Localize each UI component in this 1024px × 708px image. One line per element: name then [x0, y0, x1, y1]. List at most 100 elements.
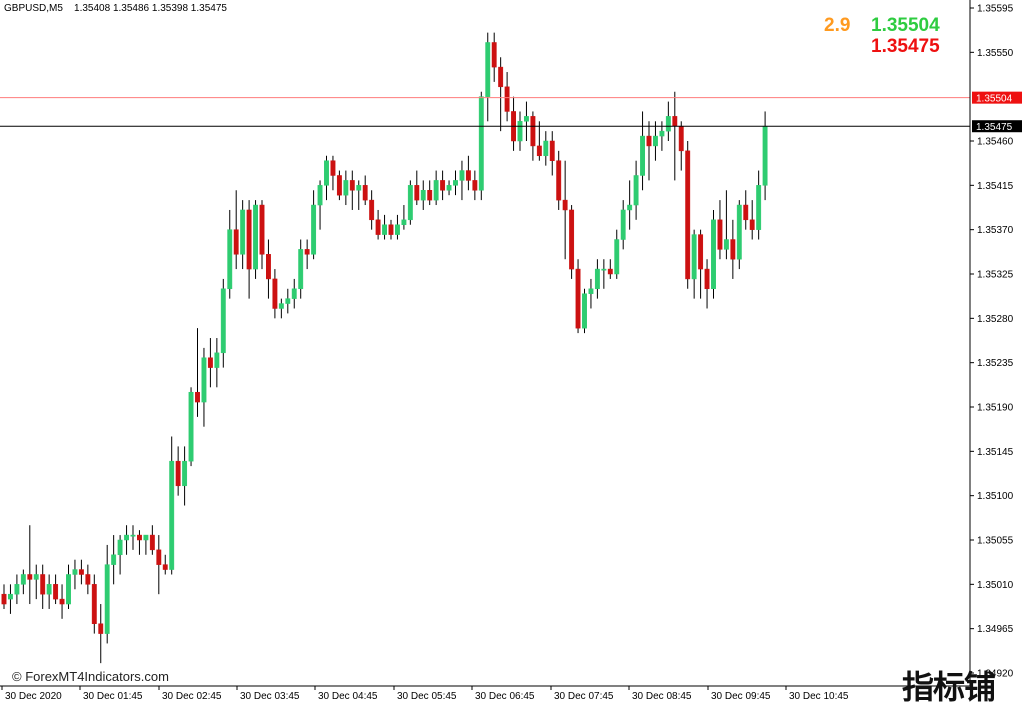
candle-body	[137, 534, 142, 541]
candle-body	[698, 234, 704, 270]
candle-body	[104, 564, 110, 634]
price-axis[interactable]: 1.35595 1.35550 1.35460 1.35415 1.35370 1.353…	[969, 0, 1014, 686]
candle-body	[285, 298, 291, 304]
candle-body	[207, 357, 213, 368]
bid-line-label-box	[972, 120, 1022, 133]
candle-body	[130, 534, 136, 537]
candle-body	[627, 204, 633, 211]
candle-body	[685, 150, 691, 280]
candle-body	[594, 268, 600, 290]
price-tick-label: 1.35370	[977, 225, 1014, 236]
candle-body	[588, 288, 594, 294]
candle-body	[240, 209, 246, 255]
time-axis[interactable]: 30 Dec 2020 30 Dec 01:45 30 Dec 02:45 30 De…	[0, 685, 970, 702]
candle-body	[601, 268, 607, 271]
watermark-text: © ForexMT4Indicators.com	[12, 669, 169, 684]
candle-body	[582, 293, 587, 329]
bid-price: 1.35475	[871, 36, 940, 57]
candle-body	[717, 219, 723, 250]
candle-body	[201, 357, 207, 403]
candle-body	[330, 160, 336, 176]
candle-body	[111, 554, 117, 565]
candle-body	[124, 534, 129, 541]
time-tick-label: 30 Dec 03:45	[240, 691, 300, 702]
candle-body	[620, 209, 626, 240]
candle-body	[614, 239, 620, 275]
chart-header: GBPUSD,M5 1.35408 1.35486 1.35398 1.3547…	[4, 3, 227, 14]
candle-body	[730, 239, 736, 260]
time-tick-label: 30 Dec 07:45	[554, 691, 614, 702]
candle-body	[749, 219, 755, 230]
candle-body	[433, 180, 439, 201]
candle-body	[291, 288, 297, 299]
candle-body	[149, 534, 155, 551]
time-tick-label: 30 Dec 04:45	[318, 691, 378, 702]
price-tick-label: 1.35100	[977, 491, 1014, 502]
candle-body	[272, 278, 278, 309]
candle-body	[711, 219, 716, 290]
candle-body	[665, 116, 671, 132]
candle-body	[427, 190, 433, 201]
candles-layer	[1, 32, 768, 664]
candle-body	[723, 239, 729, 250]
candle-body	[414, 185, 420, 201]
time-tick-label: 30 Dec 10:45	[789, 691, 849, 702]
candle-body	[743, 204, 749, 221]
candle-body	[401, 219, 407, 225]
candle-body	[175, 460, 181, 487]
time-tick-label: 30 Dec 05:45	[397, 691, 457, 702]
time-tick-label: 30 Dec 2020	[5, 691, 62, 702]
candle-body	[607, 268, 613, 275]
ask-price: 1.35504	[871, 15, 940, 36]
candle-body	[478, 96, 484, 191]
candle-body	[195, 391, 200, 403]
candle-body	[569, 209, 575, 270]
candle-body	[575, 268, 581, 329]
candle-body	[375, 219, 381, 235]
price-tick-label: 1.35550	[977, 48, 1014, 59]
price-tick-label: 1.35055	[977, 536, 1014, 547]
price-tick-label: 1.34965	[977, 624, 1014, 635]
ask-line-label: 1.35504	[976, 94, 1013, 105]
time-tick-label: 30 Dec 06:45	[475, 691, 535, 702]
candle-body	[46, 584, 52, 595]
candle-body	[556, 160, 562, 201]
spread-value: 2.9	[824, 15, 851, 36]
candle-body	[504, 86, 510, 112]
candle-body	[311, 204, 317, 255]
price-tick-label: 1.35235	[977, 358, 1014, 369]
candle-body	[653, 135, 658, 147]
candle-body	[543, 140, 549, 157]
candle-body	[304, 249, 310, 255]
candle-body	[472, 180, 478, 191]
price-tick-label: 1.35415	[977, 181, 1014, 192]
candle-body	[420, 190, 426, 201]
candle-body	[756, 185, 762, 230]
candle-body	[266, 254, 271, 280]
candle-body	[278, 303, 284, 309]
candle-body	[227, 229, 233, 290]
candle-body	[298, 249, 304, 290]
candle-body	[440, 180, 446, 191]
candle-body	[491, 42, 497, 68]
candle-body	[704, 268, 710, 290]
candle-body	[233, 229, 239, 255]
price-tick-label: 1.34920	[977, 669, 1014, 680]
candle-body	[214, 352, 220, 368]
candle-body	[485, 42, 491, 97]
candle-body	[562, 199, 568, 211]
candle-body	[498, 66, 504, 88]
candle-body	[549, 140, 555, 161]
time-tick-label: 30 Dec 02:45	[162, 691, 222, 702]
candle-body	[33, 574, 39, 580]
price-tick-label: 1.35190	[977, 403, 1014, 414]
candle-body	[253, 204, 259, 270]
candle-body	[27, 574, 33, 580]
candle-body	[324, 160, 329, 186]
candle-body	[672, 116, 678, 127]
candle-body	[736, 204, 742, 260]
candle-body	[646, 135, 652, 147]
candle-body	[659, 130, 665, 137]
candle-body	[343, 180, 349, 196]
